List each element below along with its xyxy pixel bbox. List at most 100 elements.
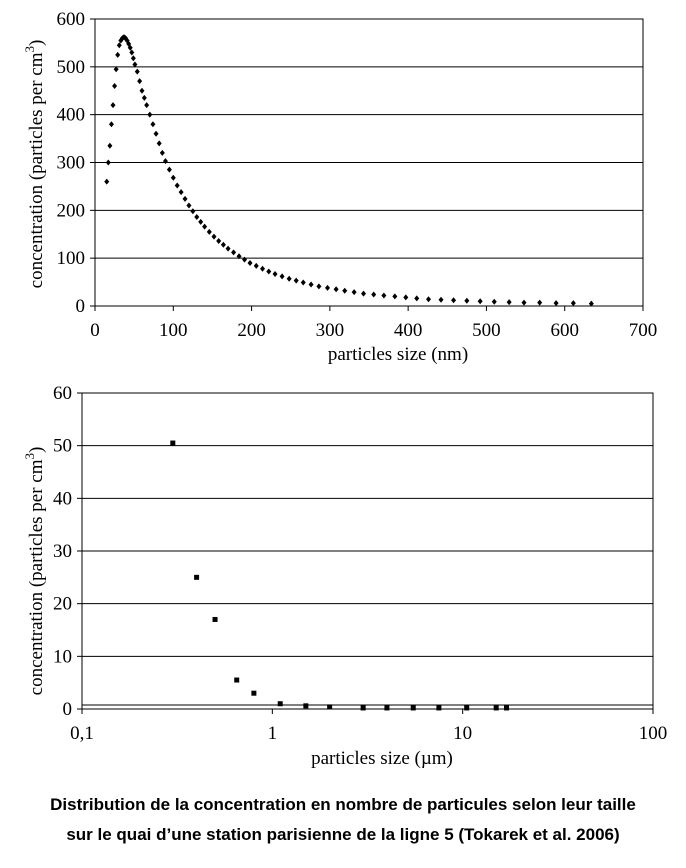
data-point (162, 158, 168, 165)
y-tick-label: 0 (63, 699, 73, 720)
data-point (279, 273, 285, 280)
data-point (325, 284, 331, 291)
y-tick-label: 60 (53, 383, 72, 404)
x-tick-label: 100 (159, 320, 188, 341)
data-point (493, 705, 499, 711)
y-tick-label: 40 (53, 488, 72, 509)
data-point (159, 149, 165, 156)
data-point (182, 195, 188, 202)
data-point (236, 253, 242, 260)
data-point (156, 140, 162, 147)
data-point (220, 241, 226, 248)
figure-caption: Distribution de la concentration en nomb… (0, 790, 686, 850)
data-point (198, 218, 204, 225)
data-point (303, 703, 309, 709)
data-point (206, 228, 212, 235)
data-point (123, 35, 129, 42)
x-tick-label: 600 (550, 320, 579, 341)
data-point (537, 299, 543, 306)
x-tick-label: 10 (453, 723, 472, 744)
x-tick-label: 500 (472, 320, 501, 341)
data-point (553, 300, 559, 307)
data-point (277, 701, 283, 707)
data-point (361, 290, 367, 297)
data-point (293, 277, 299, 284)
data-point (392, 293, 398, 300)
y-axis-label: concentration (particles per cm3) (22, 447, 47, 696)
data-point (190, 208, 196, 215)
data-point (266, 268, 272, 275)
data-point (147, 111, 153, 118)
y-tick-label: 500 (57, 57, 86, 78)
data-point (521, 299, 527, 306)
data-point (333, 286, 339, 293)
x-tick-label: 700 (629, 320, 658, 341)
y-tick-label: 10 (53, 646, 72, 667)
x-tick-label: 1 (268, 723, 278, 744)
data-point (308, 281, 314, 288)
data-point (113, 66, 119, 73)
data-point (234, 677, 240, 683)
y-tick-label: 100 (57, 248, 86, 269)
data-point (132, 61, 138, 68)
caption-line-2: sur le quai d’une station parisienne de … (66, 825, 620, 844)
data-point (112, 82, 118, 89)
data-point (425, 296, 431, 303)
y-tick-label: 20 (53, 594, 72, 615)
data-point (464, 297, 470, 304)
data-point (464, 705, 470, 711)
data-point (253, 262, 259, 269)
data-point (225, 245, 231, 252)
data-point (107, 142, 113, 149)
data-point (127, 44, 133, 51)
data-point (242, 256, 248, 263)
data-point (130, 55, 136, 62)
data-point (371, 291, 377, 298)
data-point (141, 94, 147, 101)
data-point (186, 202, 192, 209)
y-tick-label: 600 (57, 9, 86, 30)
y-tick-label: 200 (57, 200, 86, 221)
data-point (327, 704, 333, 710)
x-tick-label: 100 (639, 723, 668, 744)
caption-line-1: Distribution de la concentration en nomb… (50, 795, 636, 814)
x-tick-label: 200 (237, 320, 266, 341)
data-point (414, 295, 420, 302)
x-axis-label: particles size (nm) (328, 344, 468, 365)
x-axis-label: particles size (µm) (311, 748, 453, 769)
x-tick-label: 300 (316, 320, 345, 341)
data-point (105, 159, 111, 166)
data-point (170, 440, 176, 446)
data-point (384, 705, 390, 711)
y-tick-label: 50 (53, 436, 72, 457)
data-point (202, 223, 208, 230)
data-point (451, 297, 457, 304)
x-tick-label: 0 (90, 320, 100, 341)
data-point (260, 265, 266, 272)
data-point (351, 289, 357, 296)
data-point (194, 574, 200, 580)
data-point (504, 705, 510, 711)
data-point (247, 259, 253, 266)
data-point (216, 237, 222, 244)
data-point (491, 298, 497, 305)
x-tick-label: 400 (394, 320, 423, 341)
data-point (134, 68, 140, 75)
data-point (211, 233, 217, 240)
data-point (251, 690, 257, 696)
data-point (316, 283, 322, 290)
data-point (438, 296, 444, 303)
data-point (110, 102, 116, 109)
data-point (286, 275, 292, 282)
data-point (178, 189, 184, 196)
data-point (342, 287, 348, 294)
data-point (108, 121, 114, 128)
data-point (137, 78, 143, 85)
size-distribution-nm-chart: 0 100 200 300 400 500 600 0 100 200 300 400 500 600 7… (22, 9, 658, 365)
data-point (570, 300, 576, 307)
data-point (300, 279, 306, 286)
y-tick-label: 300 (57, 153, 86, 174)
data-point (403, 294, 409, 301)
data-point (104, 178, 110, 185)
data-point (170, 174, 176, 181)
